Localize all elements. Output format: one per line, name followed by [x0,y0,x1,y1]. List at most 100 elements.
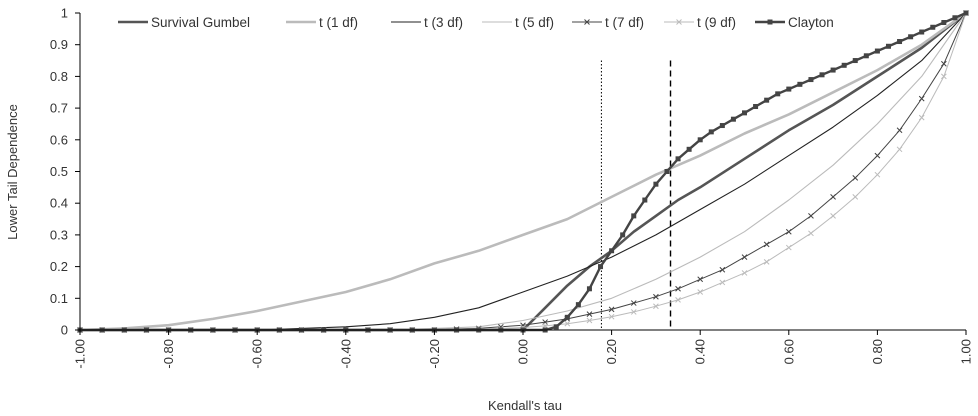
series-t-9-df-marker [940,73,947,80]
series-t-7-df-marker [852,174,859,181]
legend-t-7-df-marker [584,19,590,25]
y-tick-label: 0.8 [50,69,68,84]
legend-t-5-df-label: t (5 df) [515,15,554,30]
series-t-9-df-marker [852,194,859,200]
series-t-9-df-marker [564,320,571,327]
x-tick-label: 0.00 [516,339,531,364]
y-ticks: 0 0.1 0.2 0.3 0.4 0.5 0.6 0.7 0.8 0.9 1 [50,6,80,338]
series-clayton-marker [786,86,792,92]
series-clayton-marker [631,213,637,219]
legend-t-7-df-label: t (7 df) [605,15,644,30]
series-clayton-marker [764,97,770,103]
series-clayton-marker [708,129,714,135]
series-clayton-marker [775,91,781,97]
series-clayton-marker [675,156,681,162]
series-t-7-df-marker [697,276,704,283]
series-clayton-marker [642,197,648,203]
series-t-9-df-marker [630,309,637,315]
legend-survival-gumbel-label: Survival Gumbel [151,15,250,30]
x-tick-label: -0.20 [427,339,442,369]
series-t-7-df-line [80,12,967,331]
legend-t-3-df: t (3 df) [391,15,463,30]
x-tick-label: 0.40 [693,339,708,364]
series-clayton-marker [863,53,869,59]
series-t-9-df-marker [675,297,681,303]
series-t-9-df-marker [808,230,814,237]
x-tick-label: -0.40 [338,339,353,369]
y-tick-label: 0.3 [50,227,68,242]
series-t-7-df-marker [653,293,659,300]
x-tick-label: 0.80 [870,339,885,364]
series-clayton-marker [963,10,969,16]
x-tick-label: 0.60 [781,339,796,364]
series-t-7-df-marker [808,213,814,219]
y-tick-label: 0 [61,323,68,338]
legend-clayton-label: Clayton [788,15,834,30]
series-t-7-df-marker [630,300,637,306]
legend-t-5-df: t (5 df) [482,15,554,30]
series-clayton-marker [808,77,814,83]
series-clayton-marker [897,39,903,45]
y-tick-label: 0.6 [50,132,68,147]
legend-t-7-df: t (7 df) [572,15,644,30]
series-t-7-df-marker [586,311,593,318]
reference-lines [600,60,672,330]
series-t-9-df-marker [608,313,615,320]
legend: Survival Gumbel t (1 df) t (3 df) t (5 df) t… [118,15,834,30]
series-clayton-marker [564,314,570,320]
series-t-9-df-marker [586,317,593,324]
series-t-7-df-marker [896,127,903,134]
legend-t-9-df-label: t (9 df) [697,15,736,30]
series-clayton-marker [664,169,670,174]
series-clayton-marker [797,81,803,87]
series-clayton-marker [697,137,703,143]
series-t-7-df-marker [940,60,947,67]
series-clayton-line [80,11,967,332]
x-ticks: -1.00 -0.80 -0.60 -0.40 -0.20 0.00 0.20 0.40 0.6… [73,330,974,369]
series-clayton-marker [553,324,559,330]
series-t-3-df [80,12,967,331]
series-t-5-df [80,12,967,331]
y-tick-label: 0.1 [50,291,68,306]
y-tick-label: 0.2 [50,259,68,274]
series-clayton-marker [742,110,747,116]
series-clayton-marker [908,34,914,40]
series-clayton-marker [952,15,958,21]
series-t-9-df [77,10,969,333]
series-clayton [77,10,969,333]
series-clayton-marker [874,48,880,54]
series-clayton-marker [575,302,581,308]
series-clayton-marker [830,67,836,73]
x-tick-label: 0.20 [604,339,619,364]
series-t-7-df-marker [675,285,681,292]
y-tick-label: 0.7 [50,101,68,116]
y-tick-label: 0.9 [50,37,68,52]
x-tick-label: -0.60 [250,339,265,369]
series-clayton-marker [753,104,759,110]
legend-t-9-df: t (9 df) [664,15,736,30]
series-t-1-df [79,11,967,332]
series-clayton-marker [586,286,592,292]
series-t-7-df-marker [608,306,615,313]
series-t-9-df-marker [719,279,726,286]
x-axis-title: Kendall's tau [488,398,562,413]
series-clayton-marker [919,29,925,35]
y-axis-title: Lower Tail Dependence [5,104,20,240]
series-clayton-marker [609,248,615,254]
series-t-9-df-marker [741,270,748,276]
legend-t-9-df-marker [676,19,682,25]
series-clayton-marker [819,72,825,78]
legend-survival-gumbel: Survival Gumbel [118,15,250,30]
series-t-9-df-marker [830,213,836,219]
series-t-7-df-marker [918,95,925,102]
legend-t-3-df-label: t (3 df) [424,15,463,30]
series-t-7-df-marker [763,241,770,248]
series-t-9-df-marker [697,289,704,295]
series-clayton-marker [885,43,891,49]
series-t-9-df-marker [896,146,903,153]
series-t-9-df-line [80,12,967,331]
axes: 0 0.1 0.2 0.3 0.4 0.5 0.6 0.7 0.8 0.9 1 -1.00 -0.80… [50,6,974,369]
legend-t-1-df-label: t (1 df) [319,15,358,30]
y-tick-label: 0.4 [50,196,68,211]
